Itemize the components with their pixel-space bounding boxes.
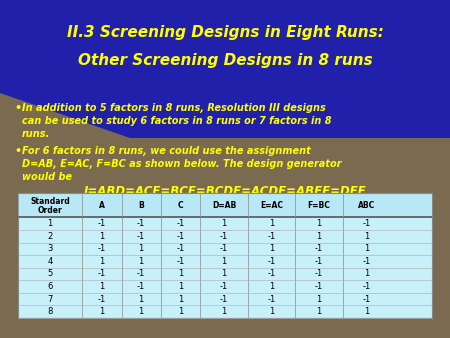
Text: For 6 factors in 8 runs, we could use the assignment: For 6 factors in 8 runs, we could use th…: [22, 146, 311, 156]
Text: B: B: [138, 201, 144, 210]
Text: 1: 1: [364, 232, 369, 241]
Text: -1: -1: [137, 269, 145, 279]
Text: 8: 8: [47, 307, 53, 316]
Text: •: •: [14, 146, 21, 156]
Text: I=ABD=ACE=BCF=BCDE=ACDF=ABEF=DEF: I=ABD=ACE=BCF=BCDE=ACDF=ABEF=DEF: [84, 185, 366, 198]
Text: 2: 2: [47, 232, 53, 241]
Text: -1: -1: [137, 219, 145, 228]
Text: 1: 1: [139, 295, 144, 304]
Text: A: A: [99, 201, 105, 210]
Text: -1: -1: [137, 282, 145, 291]
Text: -1: -1: [315, 244, 323, 253]
Text: 1: 1: [178, 282, 183, 291]
Text: can be used to study 6 factors in 8 runs or 7 factors in 8: can be used to study 6 factors in 8 runs…: [22, 116, 332, 126]
Bar: [18, 193, 432, 217]
Text: 1: 1: [221, 307, 227, 316]
Text: 1: 1: [269, 219, 274, 228]
Text: 1: 1: [221, 219, 227, 228]
Text: 1: 1: [316, 219, 322, 228]
Text: 1: 1: [221, 269, 227, 279]
Text: 7: 7: [47, 295, 53, 304]
Text: 1: 1: [316, 307, 322, 316]
Text: 1: 1: [99, 257, 104, 266]
Text: 1: 1: [99, 307, 104, 316]
Text: 1: 1: [139, 244, 144, 253]
Text: 1: 1: [364, 269, 369, 279]
Text: 1: 1: [269, 307, 274, 316]
Text: -1: -1: [315, 269, 323, 279]
Text: 1: 1: [99, 282, 104, 291]
Text: -1: -1: [363, 295, 371, 304]
Text: -1: -1: [267, 295, 276, 304]
Text: -1: -1: [267, 269, 276, 279]
Text: 1: 1: [139, 307, 144, 316]
Text: 1: 1: [99, 232, 104, 241]
Text: 1: 1: [269, 282, 274, 291]
Text: •: •: [14, 103, 21, 113]
Text: -1: -1: [315, 282, 323, 291]
Text: 1: 1: [178, 307, 183, 316]
Text: -1: -1: [98, 295, 106, 304]
Text: -1: -1: [315, 257, 323, 266]
Text: D=AB, E=AC, F=BC as shown below. The design generator: D=AB, E=AC, F=BC as shown below. The des…: [22, 159, 342, 169]
Text: Order: Order: [38, 206, 63, 215]
Text: -1: -1: [98, 244, 106, 253]
Bar: [18, 193, 432, 318]
Text: 1: 1: [364, 244, 369, 253]
Text: 1: 1: [364, 307, 369, 316]
Polygon shape: [0, 0, 450, 138]
Text: D=AB: D=AB: [212, 201, 236, 210]
Text: -1: -1: [176, 257, 184, 266]
Text: Other Screening Designs in 8 runs: Other Screening Designs in 8 runs: [77, 52, 373, 68]
Text: 3: 3: [47, 244, 53, 253]
Text: Standard: Standard: [30, 197, 70, 206]
Text: -1: -1: [220, 232, 228, 241]
Text: 1: 1: [139, 257, 144, 266]
Text: ABC: ABC: [358, 201, 375, 210]
Text: -1: -1: [137, 232, 145, 241]
Text: -1: -1: [98, 219, 106, 228]
Text: -1: -1: [220, 282, 228, 291]
Text: 1: 1: [316, 295, 322, 304]
Text: 5: 5: [47, 269, 53, 279]
Text: 4: 4: [47, 257, 53, 266]
Text: -1: -1: [363, 257, 371, 266]
Text: 1: 1: [316, 232, 322, 241]
Text: would be: would be: [22, 172, 72, 182]
Text: -1: -1: [363, 219, 371, 228]
Text: 1: 1: [178, 295, 183, 304]
Text: -1: -1: [267, 232, 276, 241]
Text: C: C: [178, 201, 183, 210]
Text: II.3 Screening Designs in Eight Runs:: II.3 Screening Designs in Eight Runs:: [67, 25, 383, 41]
Text: runs.: runs.: [22, 129, 50, 139]
Text: -1: -1: [176, 219, 184, 228]
Text: -1: -1: [267, 257, 276, 266]
Text: -1: -1: [98, 269, 106, 279]
Text: 6: 6: [47, 282, 53, 291]
Text: E=AC: E=AC: [260, 201, 283, 210]
Text: -1: -1: [220, 295, 228, 304]
Text: In addition to 5 factors in 8 runs, Resolution III designs: In addition to 5 factors in 8 runs, Reso…: [22, 103, 326, 113]
Text: F=BC: F=BC: [308, 201, 331, 210]
Text: -1: -1: [176, 244, 184, 253]
Text: 1: 1: [178, 269, 183, 279]
Text: -1: -1: [220, 244, 228, 253]
Text: 1: 1: [47, 219, 53, 228]
Text: 1: 1: [221, 257, 227, 266]
Text: -1: -1: [363, 282, 371, 291]
Text: -1: -1: [176, 232, 184, 241]
Text: 1: 1: [269, 244, 274, 253]
